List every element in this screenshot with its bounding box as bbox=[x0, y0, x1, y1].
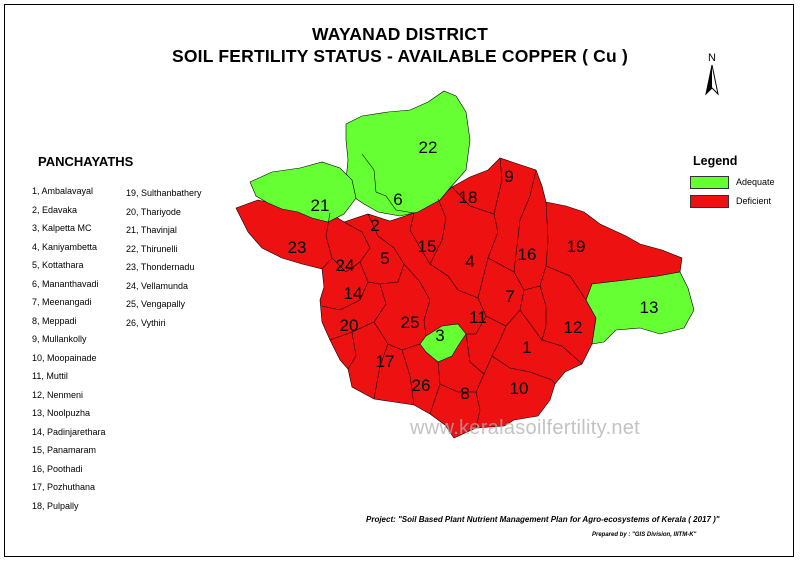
panchayath-list-item: 17, Pozhuthana bbox=[32, 482, 96, 492]
legend-item-deficient: Deficient bbox=[690, 195, 790, 209]
map-subtitle: SOIL FERTILITY STATUS - AVAILABLE COPPER… bbox=[172, 46, 628, 66]
project-caption: Project: "Soil Based Plant Nutrient Mana… bbox=[366, 515, 720, 524]
panchayath-list-item: 4, Kaniyambetta bbox=[32, 241, 98, 252]
panchayath-list-item: 6, Mananthavadi bbox=[32, 278, 99, 289]
legend-label-deficient: Deficient bbox=[736, 196, 772, 206]
region-label-11: 11 bbox=[469, 308, 487, 327]
region-label-7: 7 bbox=[505, 287, 514, 306]
panchayath-list-item: 23, Thondernadu bbox=[126, 262, 195, 272]
panchayath-list-col2: 19, Sulthanbathery 20, Thariyode 21, Thavi… bbox=[126, 184, 202, 332]
region-label-19: 19 bbox=[567, 237, 586, 256]
panchayath-list-item: 7, Meenangadi bbox=[32, 297, 92, 307]
region-label-22: 22 bbox=[419, 138, 438, 157]
panchayath-list-item: 14, Padinjarethara bbox=[32, 426, 106, 437]
region-label-16: 16 bbox=[518, 245, 537, 264]
panchayath-list-item: 11, Muttil bbox=[32, 371, 68, 381]
panchayath-list-item: 12, Nenmeni bbox=[32, 389, 84, 400]
region-3-kalpetta bbox=[419, 323, 467, 363]
region-label-8: 8 bbox=[460, 384, 469, 403]
panchayaths-heading: PANCHAYATHS bbox=[38, 154, 134, 169]
panchayath-list-item: 20, Thariyode bbox=[126, 206, 181, 217]
panchayath-list-item: 19, Sulthanbathery bbox=[126, 188, 202, 198]
map-frame bbox=[4, 4, 794, 557]
legend-label-adequate: Adequate bbox=[736, 177, 775, 187]
legend-swatch-adequate bbox=[690, 176, 729, 189]
panchayath-list-item: 3, Kalpetta MC bbox=[32, 223, 92, 233]
panchayath-list-item: 1, Ambalavayal bbox=[32, 186, 94, 196]
north-arrow: N bbox=[702, 52, 722, 102]
panchayath-list-item: 13, Noolpuzha bbox=[32, 408, 91, 418]
region-label-14: 14 bbox=[344, 284, 363, 303]
region-label-13: 13 bbox=[640, 298, 659, 317]
panchayath-list-item: 22, Thirunelli bbox=[126, 243, 178, 254]
region-label-5: 5 bbox=[380, 249, 389, 268]
panchayath-list-item: 9, Mullankolly bbox=[32, 334, 87, 344]
region-label-2: 2 bbox=[370, 216, 379, 235]
region-label-20: 20 bbox=[340, 316, 359, 335]
map-title: WAYANAD DISTRICT bbox=[312, 24, 488, 44]
legend-item-adequate: Adequate bbox=[690, 176, 790, 190]
panchayath-list-item: 18, Pulpally bbox=[32, 500, 79, 511]
region-21-thavinjal bbox=[249, 161, 357, 223]
panchayath-list-item: 10, Moopainade bbox=[32, 352, 97, 363]
region-label-12: 12 bbox=[564, 318, 583, 337]
north-arrow-icon bbox=[705, 64, 719, 96]
north-label: N bbox=[708, 52, 716, 64]
region-label-1: 1 bbox=[522, 338, 531, 357]
panchayath-list-col1: 1, Ambalavayal 2, Edavaka 3, Kalpetta MC 4,… bbox=[32, 182, 106, 515]
region-label-10: 10 bbox=[510, 379, 529, 398]
region-label-17: 17 bbox=[376, 352, 395, 371]
region-label-9: 9 bbox=[504, 167, 513, 186]
panchayath-list-item: 25, Vengapally bbox=[126, 299, 186, 309]
watermark: www.keralasoilfertility.net bbox=[410, 417, 641, 439]
region-label-23: 23 bbox=[288, 238, 307, 257]
region-label-26: 26 bbox=[412, 376, 431, 395]
panchayath-list-item: 2, Edavaka bbox=[32, 204, 78, 215]
region-label-6: 6 bbox=[393, 190, 402, 209]
region-13-noolpuzha bbox=[585, 271, 695, 345]
region-label-21: 21 bbox=[311, 196, 330, 215]
panchayath-list-item: 15, Panamaram bbox=[32, 445, 97, 455]
region-label-3: 3 bbox=[435, 326, 444, 345]
prepared-by-caption: Prepared by : "GIS Division, IIITM-K" bbox=[592, 532, 697, 538]
panchayath-list-item: 21, Thavinjal bbox=[126, 225, 177, 235]
panchayath-list-item: 26, Vythiri bbox=[126, 317, 166, 328]
panchayath-list-item: 16, Poothadi bbox=[32, 463, 83, 474]
region-label-24: 24 bbox=[336, 256, 355, 275]
legend-swatch-deficient bbox=[690, 195, 729, 208]
panchayath-list-item: 5, Kottathara bbox=[32, 260, 84, 270]
panchayath-list-item: 24, Vellamunda bbox=[126, 280, 189, 291]
panchayath-boundaries bbox=[321, 153, 587, 429]
region-label-18: 18 bbox=[459, 188, 478, 207]
panchayath-list-item: 8, Meppadi bbox=[32, 315, 77, 326]
region-label-4: 4 bbox=[465, 252, 474, 271]
legend-title: Legend bbox=[693, 154, 738, 168]
region-label-25: 25 bbox=[401, 313, 420, 332]
region-label-15: 15 bbox=[418, 237, 437, 256]
